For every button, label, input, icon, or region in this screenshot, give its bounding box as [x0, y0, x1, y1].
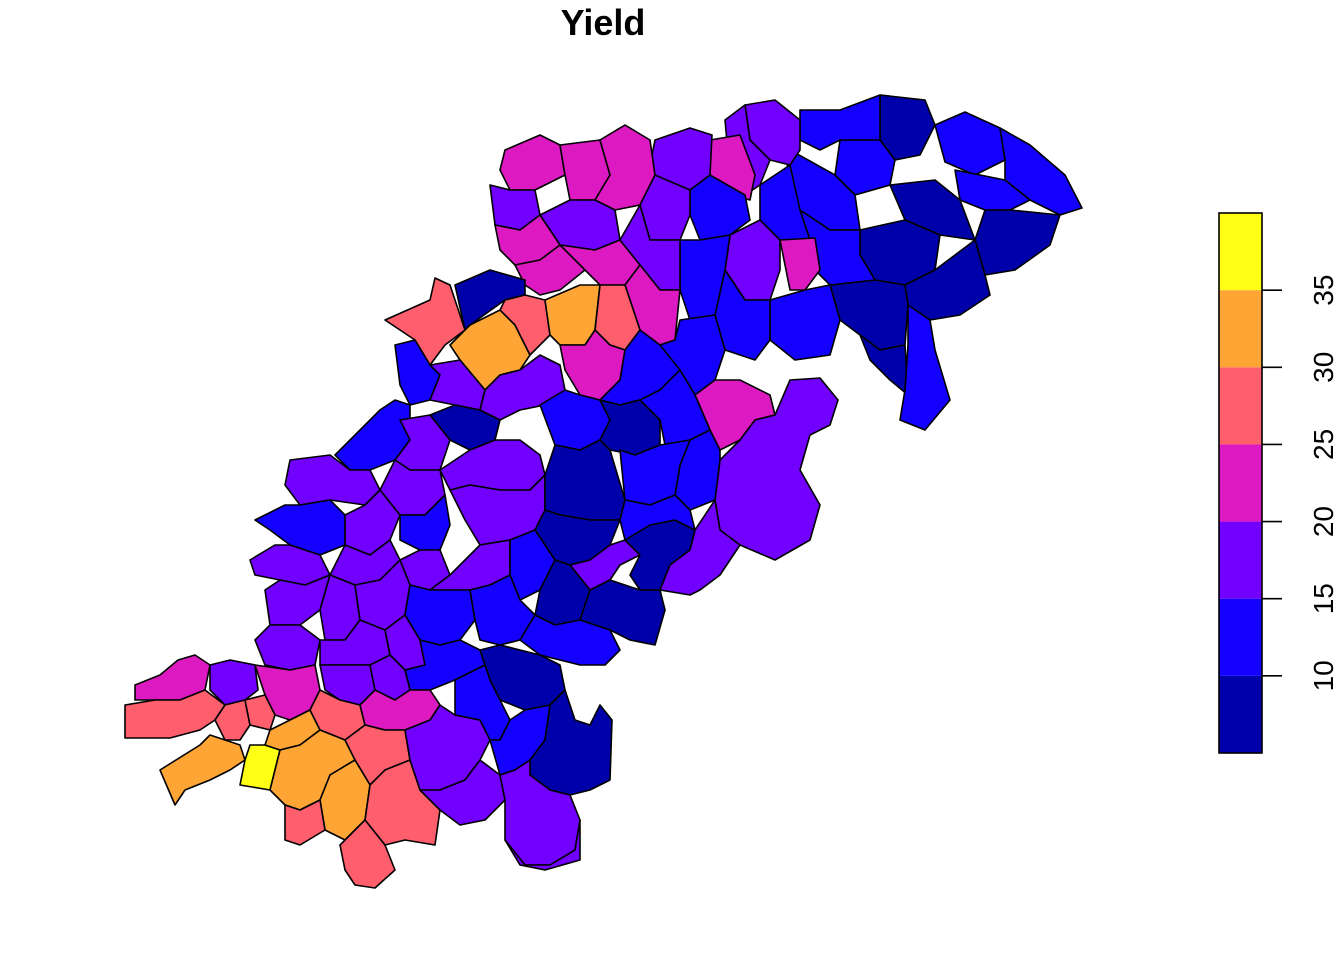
map-region — [499, 134, 566, 191]
map-region — [689, 174, 751, 241]
map-region — [244, 694, 276, 731]
map-region — [579, 579, 666, 646]
map-region — [619, 494, 696, 541]
map-region — [769, 284, 841, 361]
color-legend: 10 15 20 25 30 35 — [1218, 212, 1339, 754]
legend-tick-label: 10 — [1308, 660, 1339, 691]
map-region — [209, 659, 259, 706]
map-region — [134, 654, 211, 701]
map-title: Yield — [561, 2, 646, 43]
legend-bin-4 — [1219, 367, 1262, 445]
map-region — [974, 209, 1061, 276]
map-region — [429, 404, 501, 451]
map-region — [254, 499, 346, 556]
legend-bin-2 — [1219, 521, 1262, 599]
map-region — [419, 759, 506, 826]
map-region — [439, 439, 546, 491]
map-region — [779, 237, 821, 291]
map-region — [469, 574, 536, 646]
map-region — [679, 234, 731, 321]
map-regions — [124, 94, 1083, 889]
legend-tick-label: 25 — [1308, 429, 1339, 460]
legend-tick-label: 35 — [1308, 275, 1339, 306]
map-region — [284, 799, 326, 846]
map-region — [659, 499, 741, 596]
map-region — [514, 244, 586, 296]
map-region — [519, 614, 621, 666]
map-region — [254, 624, 321, 671]
map-region — [504, 819, 581, 871]
legend-bin-0 — [1219, 675, 1262, 753]
legend-tick-label: 15 — [1308, 583, 1339, 614]
map-region — [829, 279, 909, 351]
legend-bin-1 — [1219, 598, 1262, 676]
map-region — [934, 111, 1006, 176]
legend-bin-5 — [1219, 290, 1262, 368]
legend-tick-label: 30 — [1308, 352, 1339, 383]
map-region — [899, 304, 951, 431]
legend-color-bins — [1219, 213, 1262, 753]
map-region — [544, 439, 626, 521]
map-region — [159, 734, 246, 806]
legend-frame — [1218, 212, 1263, 754]
legend-bin-3 — [1219, 444, 1262, 522]
legend-bin-6 — [1219, 213, 1262, 291]
map-region — [399, 494, 451, 551]
map-region — [799, 94, 881, 151]
legend-ticks: 10 15 20 25 30 35 — [1262, 275, 1339, 691]
legend-tick-label: 20 — [1308, 506, 1339, 537]
map-region — [339, 819, 396, 889]
